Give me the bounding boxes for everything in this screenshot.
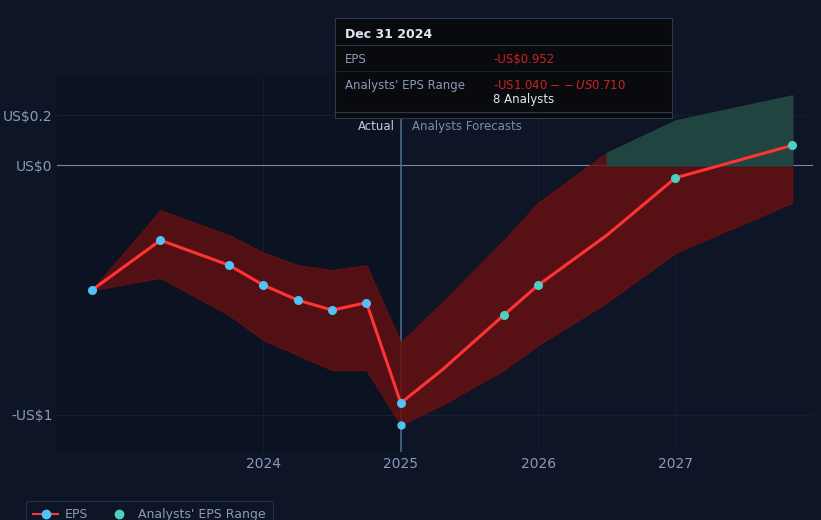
Point: [291, 296, 305, 304]
Point: [531, 281, 544, 289]
Text: Actual: Actual: [358, 120, 395, 133]
Text: Analysts' EPS Range: Analysts' EPS Range: [345, 79, 465, 92]
Text: -US$0.952: -US$0.952: [493, 54, 555, 67]
Point: [85, 286, 99, 294]
Legend: EPS, Analysts' EPS Range: EPS, Analysts' EPS Range: [26, 501, 273, 520]
Text: Dec 31 2024: Dec 31 2024: [345, 28, 432, 41]
Text: Analysts Forecasts: Analysts Forecasts: [412, 120, 521, 133]
Point: [498, 311, 511, 319]
Text: 8 Analysts: 8 Analysts: [493, 93, 555, 106]
Point: [394, 421, 407, 429]
Text: EPS: EPS: [345, 54, 367, 67]
Point: [326, 306, 339, 314]
Point: [154, 236, 167, 244]
Point: [360, 298, 373, 307]
Point: [786, 141, 799, 150]
Point: [669, 174, 682, 182]
Point: [222, 261, 236, 269]
Point: [394, 399, 407, 407]
Bar: [57, 78, 401, 452]
Text: -US$1.040 - -US$0.710: -US$1.040 - -US$0.710: [493, 79, 626, 92]
Point: [257, 281, 270, 289]
